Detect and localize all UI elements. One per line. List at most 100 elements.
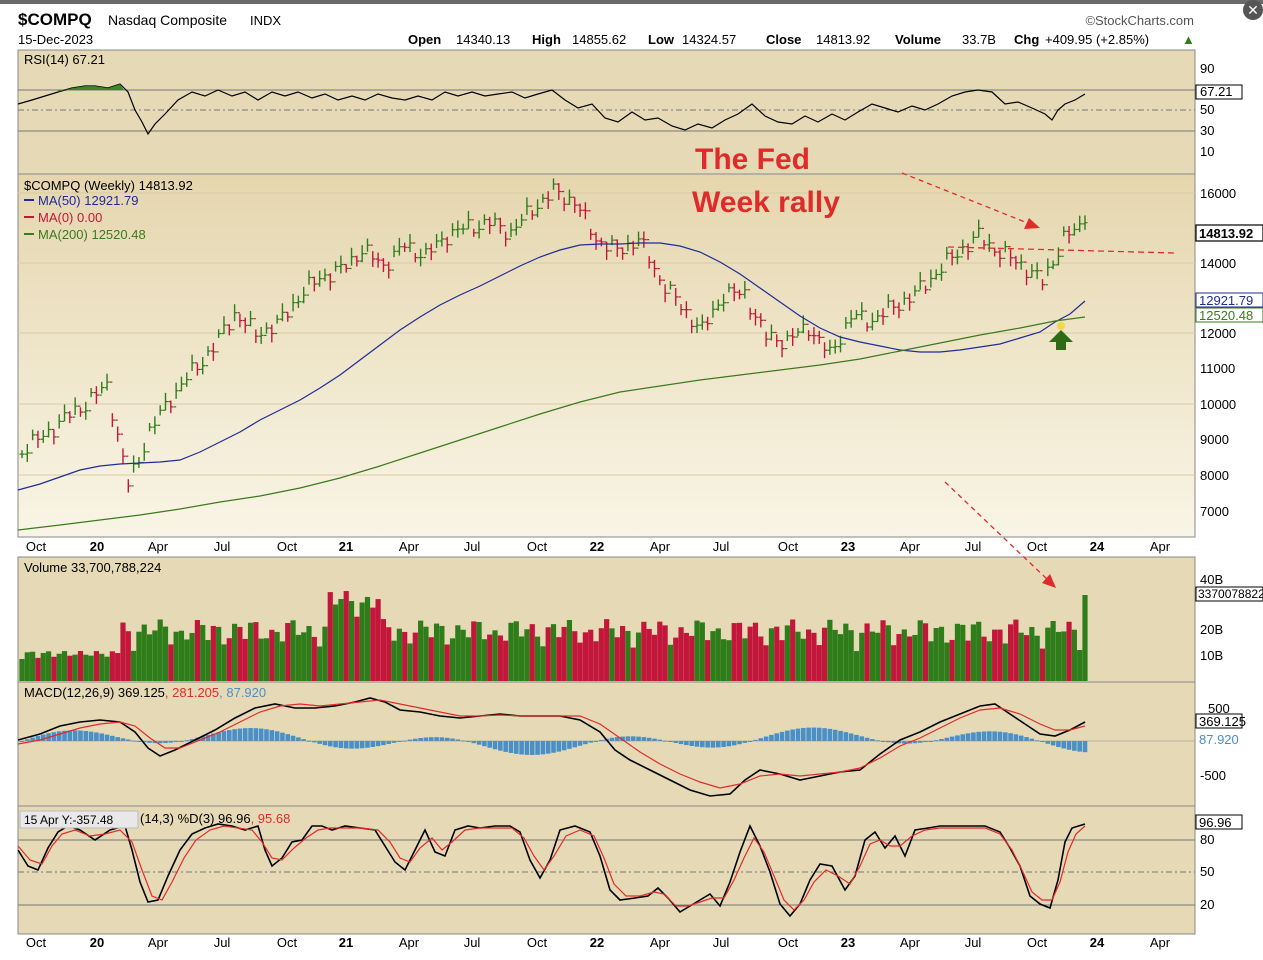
macd-hist-bar [822,728,827,741]
volume-bar [938,626,945,681]
macd-hist-bar [269,730,275,741]
close-label: Close [766,32,801,47]
price-bar [752,308,758,326]
close-icon[interactable]: ✕ [1243,0,1263,20]
price-bar [152,416,158,435]
macd-hist-bar [917,741,923,743]
macd-hist-bar [785,730,790,741]
volume-bar [673,637,679,681]
macd-hist-bar [540,741,546,755]
price-bar [598,237,604,247]
price-bar [1077,215,1083,233]
macd-hist-bar [359,741,365,749]
volume-bar [954,623,961,681]
stoch-panel [17,805,1196,935]
macd-hist-bar [386,741,392,744]
index-name: Nasdaq Composite [108,12,227,28]
macd-panel [17,681,1196,807]
x-tick-label: Oct [1027,935,1048,950]
volume-bar [56,653,62,681]
price-bar [885,294,891,318]
price-bar [657,268,663,286]
price-bar [418,248,424,267]
x-tick-label: Oct [527,935,548,950]
price-bar [1050,260,1056,270]
rsi-line [17,83,1086,136]
price-bar [811,327,817,345]
x-tick-label: Jul [214,539,231,554]
price-bar [455,220,461,238]
brand-label: ©StockCharts.com [1085,13,1194,28]
macd-hist-bar [886,741,891,743]
volume-bar [476,621,482,681]
macd-hist-bar [838,730,843,741]
macd-hist-bar [492,741,498,750]
svg-text:MACD(12,26,9) 369.125, 281.205: MACD(12,26,9) 369.125, 281.205, 87.920 [24,685,266,700]
price-bar [83,401,89,420]
price-tick: 7000 [1200,504,1229,519]
price-bar [402,242,408,252]
macd-hist-bar [296,737,301,741]
volume-bar [736,622,743,681]
volume-bar [40,652,46,681]
macd-hist-bar [147,741,152,743]
volume-bar [162,626,169,681]
macd-hist-bar [731,741,737,746]
volume-bar [157,619,163,681]
macd-hist-bar [928,741,934,742]
price-bar [333,261,339,283]
volume-bar [19,659,25,681]
chg-label: Chg [1014,32,1039,47]
macd-hist-bar [939,738,944,741]
volume-bar [423,626,429,681]
x-tick-label: Apr [1150,539,1171,554]
macd-hist-bar [94,732,99,741]
macd-hist-bar [407,739,413,741]
x-tick-label: Oct [778,539,799,554]
macd-hist-bar [173,741,179,743]
macd-hist-bar [891,741,896,743]
price-bar [274,314,280,335]
volume-bar [689,635,695,681]
x-tick-label: Apr [399,935,420,950]
volume-bar [146,634,153,681]
volume-bar [200,624,206,681]
price-bar [1045,258,1051,286]
price-bar [779,339,785,358]
macd-hist-badge: 87.920 [1199,732,1239,747]
price-bar [1002,240,1008,259]
volume-bar [497,635,503,681]
x-tick-label: 23 [841,539,855,554]
macd-hist-bar [1040,741,1045,743]
price-bar [822,336,828,359]
rsi-badge-text: 67.21 [1200,84,1233,99]
price-badges: 14813.92 12921.79 12520.48 [1195,224,1263,323]
volume-bar [960,624,966,681]
x-tick-label: 24 [1090,935,1105,950]
price-bar [923,280,929,294]
volume-bar [295,634,301,681]
price-bar [311,276,317,292]
macd-hist-bar [450,738,455,741]
volume-bar [577,642,583,681]
volume-bar [402,631,408,681]
volume-bar [30,651,36,681]
annotation-arrow-upper [901,172,1031,225]
price-bar [816,330,822,344]
price-bar [322,268,328,282]
volume-bar [418,620,424,681]
macd-hist-bar [1066,741,1072,750]
x-tick-label: 24 [1090,539,1105,554]
volume-bar [136,631,142,681]
macd-hist-bar [700,741,705,748]
price-bar [349,247,355,270]
x-tick-label: 20 [90,539,104,554]
macd-badge-box [1195,713,1243,729]
volume-bar [875,632,881,681]
volume-bar [1061,631,1067,681]
volume-bar [487,634,493,681]
volume-bar [742,638,748,681]
macd-hist-bar [859,736,865,741]
price-tick: 9000 [1200,432,1229,447]
price-bar [56,414,62,438]
